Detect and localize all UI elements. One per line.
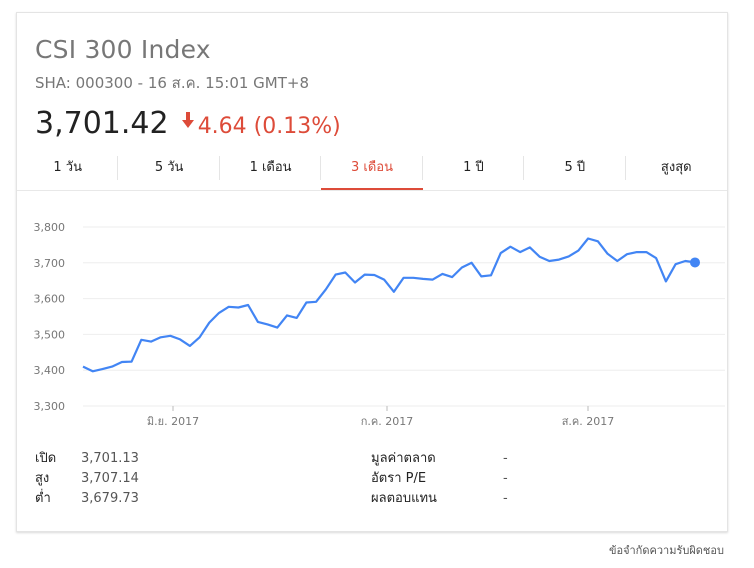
price-change: 4.64 (0.13%) [181, 112, 341, 139]
stat-value: 3,701.13 [81, 451, 139, 466]
x-tick-label: ก.ค. 2017 [361, 415, 414, 428]
stat-value: - [503, 451, 508, 466]
stat-open: เปิด 3,701.13 [35, 449, 139, 469]
stat-low: ต่ำ 3,679.73 [35, 489, 139, 509]
y-tick-label: 3,500 [34, 328, 66, 341]
stat-value: 3,707.14 [81, 471, 139, 486]
current-value-dot [690, 257, 700, 268]
stat-label: เปิด [35, 451, 57, 466]
index-subtitle: SHA: 000300 - 16 ส.ค. 15:01 GMT+8 [35, 74, 310, 92]
y-tick-label: 3,800 [34, 221, 66, 234]
tab-1-year[interactable]: 1 ปี [423, 148, 525, 190]
stat-pe-ratio: อัตรา P/E - [371, 469, 508, 489]
tab-1-month[interactable]: 1 เดือน [220, 148, 322, 190]
stat-value: 3,679.73 [81, 491, 139, 506]
disclaimer-link[interactable]: ข้อจำกัดความรับผิดชอบ [608, 544, 724, 557]
tab-max[interactable]: สูงสุด [660, 160, 692, 175]
chart-grid [83, 226, 725, 407]
tab-1-day[interactable]: 1 วัน [17, 148, 119, 190]
stat-value: - [503, 471, 508, 486]
stat-label: สูง [35, 471, 50, 486]
tab-3-month[interactable]: 3 เดือน [321, 148, 424, 190]
x-tick-label: ส.ค. 2017 [562, 415, 615, 428]
range-tabs: 1 วัน 5 วัน 1 เดือน 3 เดือน 1 ปี 5 ปี สู… [17, 148, 727, 191]
stat-market-cap: มูลค่าตลาด - [371, 449, 508, 469]
y-tick-label: 3,700 [34, 257, 66, 270]
stat-high: สูง 3,707.14 [35, 469, 139, 489]
arrow-down-icon [181, 112, 194, 128]
stat-label: มูลค่าตลาด [371, 451, 436, 466]
y-tick-label: 3,600 [34, 293, 66, 306]
stats-right: มูลค่าตลาด - อัตรา P/E - ผลตอบแทน - [371, 449, 508, 509]
price-line [82, 237, 696, 373]
price-change-text: 4.64 (0.13%) [197, 114, 341, 139]
price-row: 3,701.42 4.64 (0.13%) [35, 106, 341, 146]
y-tick-label: 3,300 [34, 400, 66, 413]
x-tick-label: มิ.ย. 2017 [147, 415, 199, 428]
stat-value: - [503, 491, 508, 506]
stat-label: ต่ำ [35, 491, 51, 506]
stat-dividend-yield: ผลตอบแทน - [371, 489, 508, 509]
tab-5-year[interactable]: 5 ปี [524, 148, 626, 190]
stock-card: CSI 300 Index SHA: 000300 - 16 ส.ค. 15:0… [16, 12, 728, 532]
stat-label: ผลตอบแทน [371, 491, 437, 506]
stat-label: อัตรา P/E [371, 471, 427, 486]
current-price: 3,701.42 [35, 106, 169, 141]
price-chart[interactable]: 3,800 3,700 3,600 3,500 3,400 3,300 มิ.ย. 201… [17, 193, 727, 448]
y-axis-labels: 3,800 3,700 3,600 3,500 3,400 3,300 [34, 221, 66, 413]
y-tick-label: 3,400 [34, 364, 66, 377]
tab-5-day[interactable]: 5 วัน [118, 148, 221, 190]
stats-left: เปิด 3,701.13 สูง 3,707.14 ต่ำ 3,679.73 [35, 449, 139, 509]
x-axis-labels: มิ.ย. 2017 ก.ค. 2017 ส.ค. 2017 [147, 406, 614, 428]
index-title: CSI 300 Index [35, 35, 211, 64]
